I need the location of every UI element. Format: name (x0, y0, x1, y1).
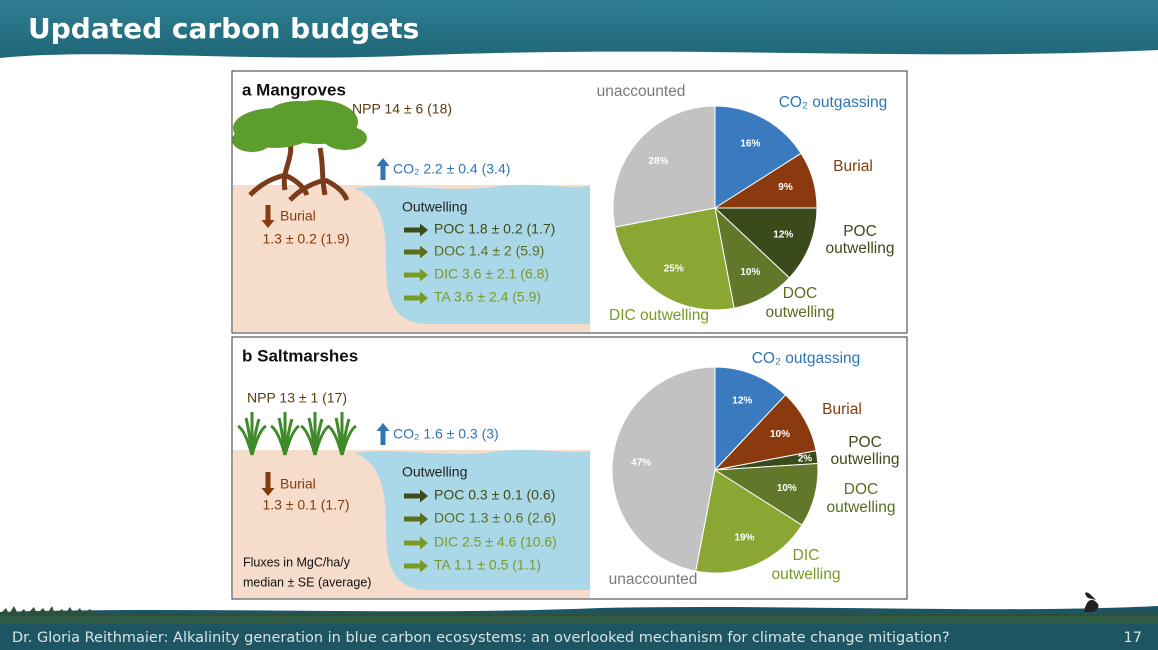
outwelling-flux: POC 1.8 ± 0.2 (1.7) (434, 221, 555, 237)
category-label: POC (843, 223, 877, 240)
arrow (404, 559, 428, 573)
outwelling-flux: DIC 2.5 ± 4.6 (10.6) (434, 534, 557, 550)
category-label: DOC (844, 481, 878, 498)
outwelling-title: Outwelling (402, 199, 467, 215)
outwelling-flux: DOC 1.4 ± 2 (5.9) (434, 243, 544, 259)
bird-icon (1084, 592, 1099, 612)
arrow (376, 158, 390, 180)
slice-label: 10% (770, 429, 790, 440)
grass-blade (340, 424, 357, 456)
water (355, 449, 590, 590)
grass-blade (250, 424, 267, 456)
slice-label: 2% (798, 453, 813, 464)
tree-canopy (268, 101, 328, 129)
tree-trunk (288, 147, 350, 202)
slice-label: 16% (740, 138, 760, 149)
category-label: CO₂ outgassing (752, 350, 861, 367)
pie-slice (714, 105, 802, 209)
category-label: CO₂ outgassing (779, 94, 888, 111)
category-label: outwelling (826, 240, 895, 257)
units-note: median ± SE (average) (243, 575, 371, 589)
category-label: DIC outwelling (609, 307, 709, 324)
outwelling-title: Outwelling (402, 464, 467, 480)
slice-label: 10% (777, 483, 797, 494)
category-label: DOC (783, 285, 817, 302)
category-label: outwelling (827, 499, 896, 516)
slice-label: 25% (664, 263, 684, 274)
category-label: outwelling (831, 451, 900, 468)
npp-flux: NPP 13 ± 1 (17) (247, 390, 347, 406)
slice-label: 12% (773, 230, 793, 241)
pie-slice (713, 207, 818, 279)
pie-slice (714, 366, 787, 472)
units-note: Fluxes in MgC/ha/y (243, 555, 351, 569)
arrow (404, 536, 428, 550)
arrow (404, 245, 428, 259)
outwelling-flux: DIC 3.6 ± 2.1 (6.8) (434, 266, 549, 282)
pie-slice (695, 469, 803, 574)
header-bar (0, 0, 1158, 58)
tree-canopy (323, 126, 367, 150)
arrow (261, 205, 275, 228)
category-label: Burial (833, 158, 873, 175)
pie-slice (614, 207, 735, 311)
category-label: outwelling (772, 566, 841, 583)
co2-flux: CO₂ 2.2 ± 0.4 (3.4) (393, 161, 510, 177)
arrow (404, 223, 428, 237)
arrow (404, 489, 428, 503)
water (355, 184, 590, 324)
pie-slice (611, 366, 716, 572)
page-number: 17 (1124, 630, 1142, 646)
panel-title: b Saltmarshes (242, 346, 358, 365)
slice-label: 10% (740, 267, 760, 278)
slice-label: 28% (648, 156, 668, 167)
burial-label: Burial (280, 476, 316, 492)
slide-title: Updated carbon budgets (28, 12, 419, 45)
tree-canopy (232, 128, 272, 152)
grass (0, 616, 1158, 624)
burial-label: Burial (280, 208, 316, 224)
arrow (404, 268, 428, 282)
burial-flux: 1.3 ± 0.1 (1.7) (262, 497, 349, 513)
slice-label: 19% (734, 533, 754, 544)
slice-label: 9% (778, 182, 793, 193)
arrow (404, 291, 428, 305)
pie-slice (612, 105, 716, 228)
arrow (261, 472, 275, 496)
arrow (376, 423, 390, 445)
npp-flux: NPP 14 ± 6 (18) (352, 101, 452, 117)
category-label: Burial (822, 401, 862, 418)
slice-label: 47% (631, 458, 651, 469)
panel-title: a Mangroves (242, 80, 346, 99)
grass-blade (283, 424, 300, 456)
category-label: unaccounted (609, 571, 698, 588)
outwelling-flux: TA 1.1 ± 0.5 (1.1) (434, 557, 541, 573)
outwelling-flux: DOC 1.3 ± 0.6 (2.6) (434, 510, 556, 526)
outwelling-flux: TA 3.6 ± 2.4 (5.9) (434, 289, 541, 305)
slice-label: 12% (732, 396, 752, 407)
outwelling-flux: POC 0.3 ± 0.1 (0.6) (434, 487, 555, 503)
category-label: DIC (793, 547, 820, 564)
arrow (404, 512, 428, 526)
category-label: POC (848, 434, 882, 451)
category-label: unaccounted (597, 83, 686, 100)
footer-text: Dr. Gloria Reithmaier: Alkalinity genera… (12, 630, 950, 646)
co2-flux: CO₂ 1.6 ± 0.3 (3) (393, 426, 499, 442)
burial-flux: 1.3 ± 0.2 (1.9) (262, 231, 349, 247)
category-label: outwelling (766, 304, 835, 321)
